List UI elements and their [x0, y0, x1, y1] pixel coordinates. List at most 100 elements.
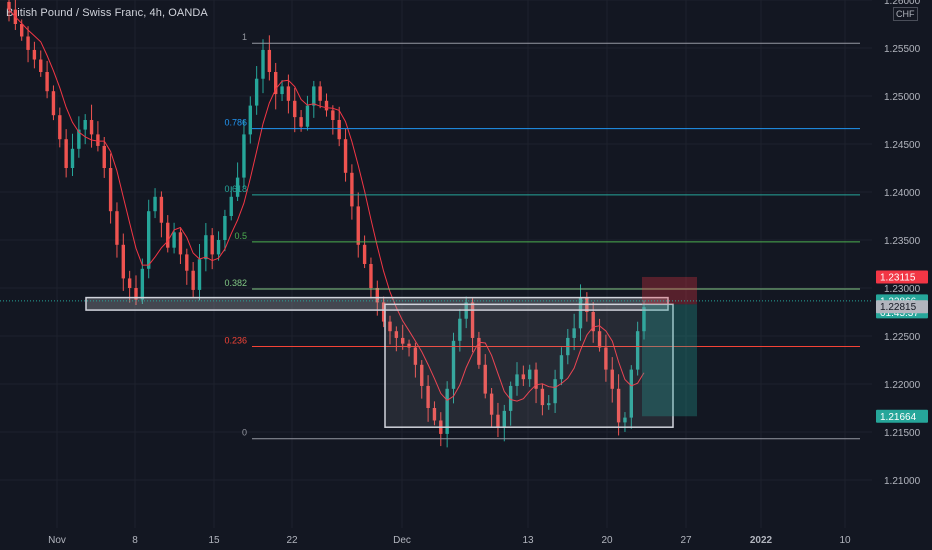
candle-body [26, 36, 30, 50]
candle-body [445, 388, 449, 434]
candle-body [528, 369, 532, 380]
take-profit-zone [642, 304, 697, 417]
currency-badge: CHF [893, 7, 918, 21]
candle-body [597, 331, 602, 348]
candle-body [610, 369, 614, 389]
candle-body [375, 288, 379, 303]
candle-body [197, 259, 202, 290]
candle-body [115, 211, 119, 245]
candle-body [458, 318, 462, 341]
time-tick-label: Nov [48, 535, 66, 546]
time-tick-label: Dec [393, 535, 411, 546]
candle-body [324, 100, 329, 111]
candle-body [381, 302, 386, 322]
candle-body [591, 312, 595, 332]
candle-body [432, 408, 437, 421]
prev-close-label-bg [876, 300, 928, 314]
moving-average-line [8, 9, 645, 402]
candle-body [216, 240, 221, 255]
candle-body [229, 196, 233, 216]
candle-body [305, 105, 310, 127]
price-tick-label: 1.23000 [884, 284, 921, 295]
candle-body [635, 331, 640, 370]
candle-body [483, 364, 487, 394]
candle-body [83, 120, 87, 130]
fib-label: 0.382 [224, 278, 247, 288]
candle-body [242, 134, 246, 178]
time-tick-label: 2022 [750, 535, 773, 546]
price-axis: 1.26000 1.25500 1.25000 1.24500 1.24000 1.235… [884, 0, 921, 487]
candle-body [629, 369, 633, 418]
time-tick-label: 27 [680, 535, 692, 546]
candle-body [489, 393, 494, 415]
candle-body [426, 385, 430, 408]
candle-body [58, 115, 62, 140]
candle-body [451, 340, 456, 389]
candle-body [502, 410, 506, 428]
candle-body [508, 385, 513, 411]
grid [0, 0, 872, 528]
time-tick-label: 22 [286, 535, 298, 546]
candle-body [362, 244, 367, 264]
candle-body [407, 343, 411, 348]
candle-body [559, 355, 564, 380]
fib-label: 0.236 [224, 336, 247, 346]
candle-body [121, 244, 125, 279]
candle-body [261, 49, 265, 79]
chart-title: British Pound / Swiss Franc, 4h, OANDA [6, 7, 208, 19]
price-tick-label: 1.25500 [884, 44, 921, 55]
candle-body [470, 302, 475, 338]
candle-body [312, 86, 316, 106]
candle-body [185, 254, 189, 271]
candle-body [166, 222, 170, 248]
candle-body [420, 364, 424, 386]
fib-label: 0.618 [224, 184, 247, 194]
candle-body [223, 216, 227, 240]
candle-body [210, 235, 214, 255]
fib-label: 1 [242, 32, 247, 42]
candle-body [127, 278, 132, 288]
candle-body [147, 211, 151, 269]
candle-body [413, 347, 418, 365]
candle-body [343, 139, 348, 173]
candle-body [159, 196, 164, 223]
candle-body [204, 235, 208, 260]
last-price-label-countdown: 01:45:37 [880, 308, 919, 319]
price-tick-label: 1.21000 [884, 476, 921, 487]
candle-body [108, 168, 113, 212]
candle-body [64, 139, 68, 168]
fib-label: 0.786 [224, 118, 247, 128]
candle-body [102, 145, 106, 168]
time-tick-label: 13 [522, 535, 534, 546]
candle-body [172, 232, 176, 248]
candle-body [401, 337, 405, 344]
candle-body [7, 1, 11, 10]
candle-body [51, 91, 56, 116]
candle-body [572, 328, 576, 338]
candle-body [39, 59, 43, 72]
fib-label: 0.5 [234, 231, 247, 241]
time-tick-label: 8 [132, 535, 138, 546]
candle-body [394, 331, 399, 338]
range-box [384, 303, 674, 428]
candle-body [356, 206, 360, 245]
candle-body [70, 148, 75, 168]
candle-body [318, 86, 322, 101]
time-axis-bg [0, 528, 932, 550]
time-axis: Nov 8 15 22 Dec 13 20 27 2022 10 [48, 535, 851, 546]
time-tick-label: 10 [839, 535, 851, 546]
price-tick-label: 1.25000 [884, 92, 921, 103]
candle-body [578, 297, 583, 329]
candle-body [496, 414, 500, 428]
candle-body [89, 120, 94, 135]
candle-body [642, 307, 646, 332]
price-tick-label: 1.21500 [884, 428, 921, 439]
stop-loss-zone [642, 276, 697, 305]
candle-body [280, 86, 284, 95]
candle-body [45, 72, 49, 92]
candle-body [515, 374, 519, 386]
candle-body [248, 105, 252, 135]
time-tick-label: 20 [601, 535, 613, 546]
candle-body [337, 120, 341, 140]
